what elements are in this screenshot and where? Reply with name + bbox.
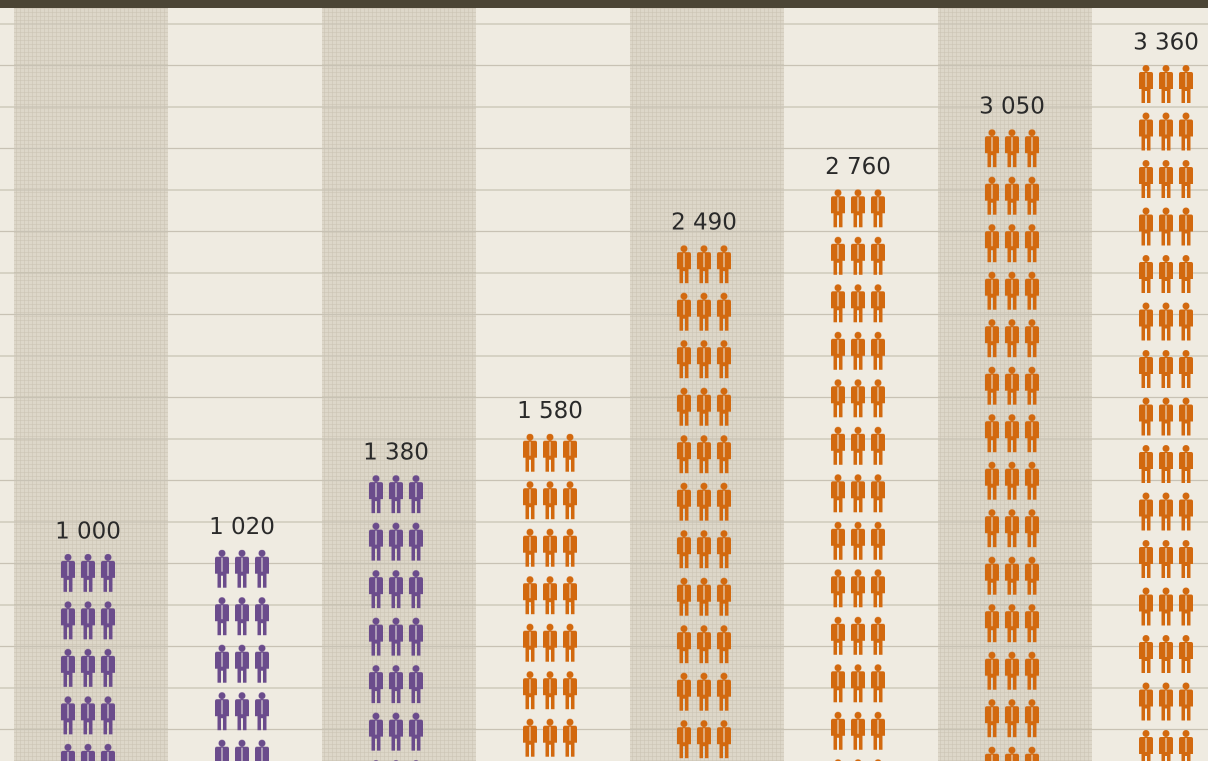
pictogram-bar [58, 553, 118, 761]
bar-group [366, 475, 426, 761]
value-label: 1 000 [55, 518, 121, 544]
bar-group [674, 245, 734, 761]
value-label: 2 760 [825, 154, 891, 180]
bar-group [982, 129, 1042, 761]
value-label: 3 050 [979, 94, 1045, 120]
pictogram-bar [982, 129, 1042, 761]
value-label: 2 490 [671, 210, 737, 236]
bar-group [212, 549, 272, 761]
pictogram-bar [212, 549, 272, 761]
value-label: 1 020 [209, 514, 275, 540]
pictogram-bar [366, 475, 426, 761]
top-border [0, 0, 1208, 8]
pictogram-bar [828, 189, 888, 761]
value-label: 3 360 [1133, 30, 1199, 56]
pictogram-bar [1136, 65, 1196, 761]
pictogram-bar [520, 433, 580, 761]
bar-group [1136, 65, 1196, 761]
value-label: 1 580 [517, 398, 583, 424]
value-label: 1 380 [363, 440, 429, 466]
bar-group [520, 433, 580, 761]
bar-group [828, 189, 888, 761]
bar-group [58, 553, 118, 761]
pictogram-bar [674, 245, 734, 761]
